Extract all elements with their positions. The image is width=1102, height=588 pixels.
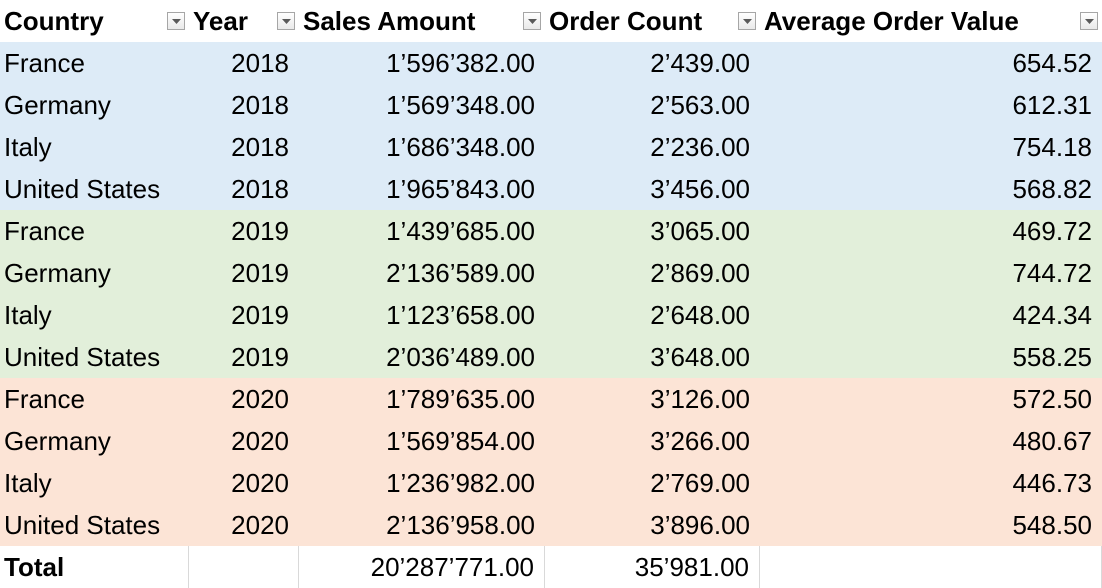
cell-average-order-value[interactable]: 480.67 [760, 420, 1102, 462]
cell-year[interactable]: 2019 [189, 252, 299, 294]
cell-country[interactable]: United States [0, 336, 189, 378]
header-label: Order Count [549, 0, 702, 42]
cell-country[interactable]: France [0, 42, 189, 84]
cell-average-order-value[interactable]: 572.50 [760, 378, 1102, 420]
cell-sales-amount[interactable]: 1’686’348.00 [299, 126, 545, 168]
total-order-count[interactable]: 35’981.00 [545, 546, 760, 588]
cell-country[interactable]: Germany [0, 252, 189, 294]
cell-average-order-value[interactable]: 654.52 [760, 42, 1102, 84]
cell-average-order-value[interactable]: 446.73 [760, 462, 1102, 504]
cell-country[interactable]: United States [0, 168, 189, 210]
cell-country[interactable]: France [0, 210, 189, 252]
cell-year[interactable]: 2018 [189, 126, 299, 168]
cell-year[interactable]: 2020 [189, 462, 299, 504]
cell-average-order-value[interactable]: 558.25 [760, 336, 1102, 378]
header-sales-amount[interactable]: Sales Amount [299, 0, 545, 42]
filter-dropdown-icon[interactable] [167, 12, 185, 30]
total-average-empty[interactable] [760, 546, 1102, 588]
cell-average-order-value[interactable]: 568.82 [760, 168, 1102, 210]
cell-sales-amount[interactable]: 1’439’685.00 [299, 210, 545, 252]
cell-year[interactable]: 2020 [189, 420, 299, 462]
cell-order-count[interactable]: 3’456.00 [545, 168, 760, 210]
cell-order-count[interactable]: 2’648.00 [545, 294, 760, 336]
header-order-count[interactable]: Order Count [545, 0, 760, 42]
filter-dropdown-icon[interactable] [738, 12, 756, 30]
header-country[interactable]: Country [0, 0, 189, 42]
header-label: Year [193, 0, 248, 42]
cell-order-count[interactable]: 2’869.00 [545, 252, 760, 294]
cell-country[interactable]: France [0, 378, 189, 420]
filter-dropdown-icon[interactable] [1080, 12, 1098, 30]
total-year-empty[interactable] [189, 546, 299, 588]
header-label: Average Order Value [764, 0, 1019, 42]
cell-sales-amount[interactable]: 2’036’489.00 [299, 336, 545, 378]
cell-sales-amount[interactable]: 1’569’854.00 [299, 420, 545, 462]
cell-order-count[interactable]: 2’236.00 [545, 126, 760, 168]
cell-order-count[interactable]: 3’065.00 [545, 210, 760, 252]
cell-sales-amount[interactable]: 1’123’658.00 [299, 294, 545, 336]
cell-average-order-value[interactable]: 548.50 [760, 504, 1102, 546]
cell-average-order-value[interactable]: 744.72 [760, 252, 1102, 294]
cell-country[interactable]: Germany [0, 84, 189, 126]
total-label[interactable]: Total [0, 546, 189, 588]
cell-year[interactable]: 2019 [189, 294, 299, 336]
cell-order-count[interactable]: 3’126.00 [545, 378, 760, 420]
cell-order-count[interactable]: 2’439.00 [545, 42, 760, 84]
filter-dropdown-icon[interactable] [523, 12, 541, 30]
cell-sales-amount[interactable]: 1’789’635.00 [299, 378, 545, 420]
cell-sales-amount[interactable]: 2’136’958.00 [299, 504, 545, 546]
cell-year[interactable]: 2018 [189, 84, 299, 126]
cell-country[interactable]: Italy [0, 126, 189, 168]
filter-dropdown-icon[interactable] [277, 12, 295, 30]
cell-order-count[interactable]: 3’896.00 [545, 504, 760, 546]
cell-order-count[interactable]: 3’266.00 [545, 420, 760, 462]
cell-average-order-value[interactable]: 754.18 [760, 126, 1102, 168]
cell-year[interactable]: 2020 [189, 504, 299, 546]
header-label: Country [4, 0, 104, 42]
cell-sales-amount[interactable]: 1’236’982.00 [299, 462, 545, 504]
cell-order-count[interactable]: 3’648.00 [545, 336, 760, 378]
cell-country[interactable]: Germany [0, 420, 189, 462]
cell-average-order-value[interactable]: 424.34 [760, 294, 1102, 336]
header-average-order-value[interactable]: Average Order Value [760, 0, 1102, 42]
header-year[interactable]: Year [189, 0, 299, 42]
cell-year[interactable]: 2019 [189, 210, 299, 252]
cell-order-count[interactable]: 2’563.00 [545, 84, 760, 126]
cell-sales-amount[interactable]: 1’569’348.00 [299, 84, 545, 126]
cell-order-count[interactable]: 2’769.00 [545, 462, 760, 504]
cell-sales-amount[interactable]: 1’965’843.00 [299, 168, 545, 210]
cell-year[interactable]: 2018 [189, 42, 299, 84]
cell-year[interactable]: 2019 [189, 336, 299, 378]
header-label: Sales Amount [303, 0, 475, 42]
cell-country[interactable]: Italy [0, 294, 189, 336]
cell-country[interactable]: Italy [0, 462, 189, 504]
total-sales-amount[interactable]: 20’287’771.00 [299, 546, 545, 588]
cell-sales-amount[interactable]: 1’596’382.00 [299, 42, 545, 84]
cell-country[interactable]: United States [0, 504, 189, 546]
cell-sales-amount[interactable]: 2’136’589.00 [299, 252, 545, 294]
cell-average-order-value[interactable]: 612.31 [760, 84, 1102, 126]
cell-year[interactable]: 2020 [189, 378, 299, 420]
cell-average-order-value[interactable]: 469.72 [760, 210, 1102, 252]
cell-year[interactable]: 2018 [189, 168, 299, 210]
